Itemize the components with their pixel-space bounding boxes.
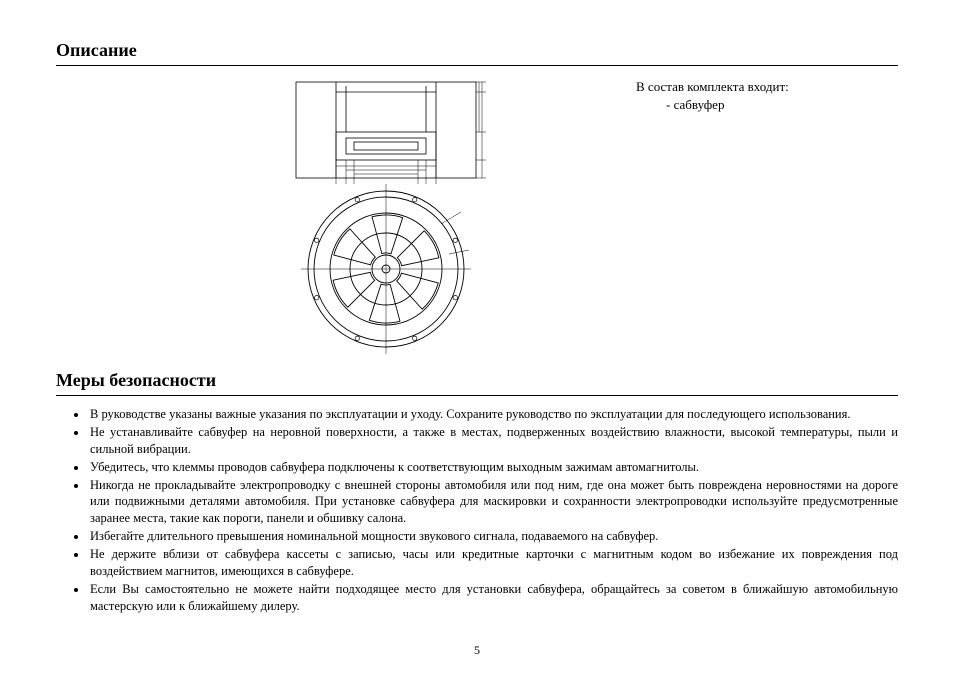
safety-bullet-item: Если Вы самостоятельно не можете найти п… bbox=[88, 581, 898, 615]
divider bbox=[56, 395, 898, 396]
kit-heading: В состав комплекта входит: bbox=[636, 78, 789, 96]
safety-bullet-item: Никогда не прокладывайте электропроводку… bbox=[88, 477, 898, 528]
kit-item: - сабвуфер bbox=[636, 96, 789, 114]
safety-bullet-item: Убедитесь, что клеммы проводов сабвуфера… bbox=[88, 459, 898, 476]
safety-bullet-item: Не держите вблизи от сабвуфера кассеты с… bbox=[88, 546, 898, 580]
safety-bullet-item: Избегайте длительного превышения номинал… bbox=[88, 528, 898, 545]
section-title-description: Описание bbox=[56, 40, 898, 61]
divider bbox=[56, 65, 898, 66]
drawing-top-view bbox=[286, 76, 486, 184]
technical-drawing bbox=[56, 76, 576, 354]
page-number: 5 bbox=[56, 643, 898, 658]
safety-bullet-item: Не устанавливайте сабвуфер на неровной п… bbox=[88, 424, 898, 458]
drawing-front-view bbox=[301, 184, 471, 354]
section-title-safety: Меры безопасности bbox=[56, 370, 898, 391]
description-row: В состав комплекта входит: - сабвуфер bbox=[56, 76, 898, 354]
safety-bullets: В руководстве указаны важные указания по… bbox=[56, 406, 898, 615]
safety-bullet-item: В руководстве указаны важные указания по… bbox=[88, 406, 898, 423]
document-page: Описание bbox=[0, 0, 954, 678]
kit-contents: В состав комплекта входит: - сабвуфер bbox=[576, 76, 789, 113]
